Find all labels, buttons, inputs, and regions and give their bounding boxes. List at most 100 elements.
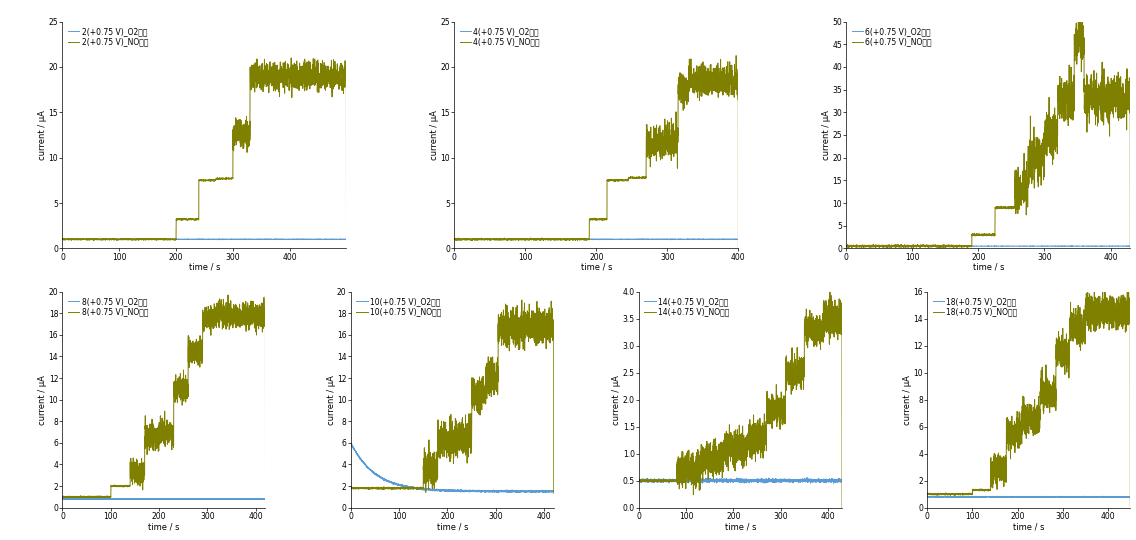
14(+0.75 V)_NO주입 <box>832 306 845 312</box>
18(+0.75 V)_O2주입 <box>999 494 1012 501</box>
14(+0.75 V)_NO주입 <box>835 507 849 513</box>
14(+0.75 V)_NO주입 <box>668 477 682 484</box>
18(+0.75 V)_O2주입 <box>937 493 951 500</box>
14(+0.75 V)_O2주입 <box>655 476 669 483</box>
2(+0.75 V)_NO주입 <box>284 55 298 61</box>
18(+0.75 V)_O2주입 <box>955 494 969 500</box>
8(+0.75 V)_O2주입 <box>233 496 247 502</box>
10(+0.75 V)_O2주입 <box>379 477 393 484</box>
14(+0.75 V)_NO주입 <box>719 461 733 468</box>
6(+0.75 V)_NO주입 <box>1124 246 1136 253</box>
10(+0.75 V)_O2주입 <box>492 490 506 496</box>
2(+0.75 V)_NO주입 <box>165 236 178 242</box>
18(+0.75 V)_NO주입 <box>955 491 969 498</box>
10(+0.75 V)_O2주입 <box>344 441 358 447</box>
10(+0.75 V)_O2주입 <box>367 470 381 477</box>
14(+0.75 V)_NO주입 <box>824 288 837 295</box>
18(+0.75 V)_O2주입 <box>1008 494 1021 500</box>
Line: 2(+0.75 V)_O2주입: 2(+0.75 V)_O2주입 <box>62 239 346 240</box>
8(+0.75 V)_NO주입 <box>222 292 235 298</box>
Y-axis label: current / μA: current / μA <box>326 375 335 424</box>
14(+0.75 V)_O2주입 <box>737 480 751 487</box>
6(+0.75 V)_O2주입 <box>1087 243 1101 249</box>
6(+0.75 V)_O2주입 <box>888 243 902 249</box>
2(+0.75 V)_NO주입 <box>340 244 353 250</box>
6(+0.75 V)_NO주입 <box>840 242 853 249</box>
18(+0.75 V)_NO주입 <box>1008 437 1021 444</box>
Line: 6(+0.75 V)_NO주입: 6(+0.75 V)_NO주입 <box>846 12 1130 249</box>
10(+0.75 V)_O2주입 <box>431 486 444 492</box>
6(+0.75 V)_O2주입 <box>872 243 886 249</box>
18(+0.75 V)_NO주입 <box>999 471 1012 478</box>
Y-axis label: current / μA: current / μA <box>39 375 48 424</box>
6(+0.75 V)_O2주입 <box>840 243 853 249</box>
10(+0.75 V)_O2주입 <box>521 488 535 495</box>
4(+0.75 V)_NO주입 <box>729 52 743 59</box>
Legend: 6(+0.75 V)_O2주입, 6(+0.75 V)_NO주입: 6(+0.75 V)_O2주입, 6(+0.75 V)_NO주입 <box>850 25 934 48</box>
6(+0.75 V)_O2주입 <box>1124 243 1136 249</box>
6(+0.75 V)_O2주입 <box>963 242 977 249</box>
10(+0.75 V)_NO주입 <box>431 453 444 459</box>
Line: 4(+0.75 V)_NO주입: 4(+0.75 V)_NO주입 <box>454 56 738 260</box>
6(+0.75 V)_NO주입 <box>872 244 886 250</box>
10(+0.75 V)_NO주입 <box>546 490 560 496</box>
Line: 18(+0.75 V)_NO주입: 18(+0.75 V)_NO주입 <box>927 287 1130 507</box>
8(+0.75 V)_O2주입 <box>189 496 202 503</box>
Line: 10(+0.75 V)_NO주입: 10(+0.75 V)_NO주입 <box>351 300 553 493</box>
18(+0.75 V)_NO주입 <box>1096 284 1110 290</box>
2(+0.75 V)_NO주입 <box>105 237 118 243</box>
2(+0.75 V)_NO주입 <box>177 216 191 222</box>
Legend: 2(+0.75 V)_O2주입, 2(+0.75 V)_NO주입: 2(+0.75 V)_O2주입, 2(+0.75 V)_NO주입 <box>66 25 150 48</box>
2(+0.75 V)_O2주입 <box>334 236 348 242</box>
8(+0.75 V)_O2주입 <box>78 496 92 502</box>
18(+0.75 V)_O2주입 <box>1097 494 1111 501</box>
8(+0.75 V)_O2주입 <box>134 496 148 502</box>
X-axis label: time / s: time / s <box>725 522 757 531</box>
6(+0.75 V)_NO주입 <box>1072 9 1086 16</box>
X-axis label: time / s: time / s <box>580 263 612 272</box>
6(+0.75 V)_NO주입 <box>949 244 962 250</box>
18(+0.75 V)_O2주입 <box>920 494 934 500</box>
18(+0.75 V)_NO주입 <box>944 490 958 497</box>
8(+0.75 V)_NO주입 <box>78 494 92 501</box>
10(+0.75 V)_O2주입 <box>344 440 358 446</box>
14(+0.75 V)_NO주입 <box>655 478 669 484</box>
4(+0.75 V)_NO주입 <box>481 237 494 243</box>
2(+0.75 V)_O2주입 <box>89 236 102 242</box>
14(+0.75 V)_O2주입 <box>835 476 849 483</box>
4(+0.75 V)_NO주입 <box>569 236 583 242</box>
8(+0.75 V)_NO주입 <box>259 505 273 512</box>
10(+0.75 V)_NO주입 <box>421 475 435 482</box>
X-axis label: time / s: time / s <box>148 522 179 531</box>
Line: 4(+0.75 V)_O2주입: 4(+0.75 V)_O2주입 <box>454 239 738 240</box>
Y-axis label: current / μA: current / μA <box>612 375 621 424</box>
Line: 10(+0.75 V)_O2주입: 10(+0.75 V)_O2주입 <box>351 443 553 493</box>
Line: 8(+0.75 V)_NO주입: 8(+0.75 V)_NO주입 <box>62 295 266 509</box>
6(+0.75 V)_O2주입 <box>1118 243 1131 249</box>
18(+0.75 V)_O2주입 <box>946 494 960 501</box>
14(+0.75 V)_O2주입 <box>710 476 724 482</box>
Legend: 18(+0.75 V)_O2주입, 18(+0.75 V)_NO주입: 18(+0.75 V)_O2주입, 18(+0.75 V)_NO주입 <box>932 295 1019 318</box>
8(+0.75 V)_NO주입 <box>91 494 105 500</box>
10(+0.75 V)_NO주입 <box>344 485 358 492</box>
Line: 8(+0.75 V)_O2주입: 8(+0.75 V)_O2주입 <box>62 498 266 500</box>
14(+0.75 V)_O2주입 <box>668 477 682 483</box>
6(+0.75 V)_NO주입 <box>888 243 902 249</box>
14(+0.75 V)_O2주입 <box>633 478 646 485</box>
8(+0.75 V)_O2주입 <box>142 496 156 502</box>
8(+0.75 V)_O2주입 <box>143 495 157 502</box>
X-axis label: time / s: time / s <box>972 263 1004 272</box>
4(+0.75 V)_NO주입 <box>448 235 461 242</box>
18(+0.75 V)_O2주입 <box>1120 494 1134 500</box>
Y-axis label: current / μA: current / μA <box>39 110 48 160</box>
4(+0.75 V)_O2주입 <box>695 236 709 242</box>
8(+0.75 V)_O2주입 <box>91 496 105 502</box>
Legend: 10(+0.75 V)_O2주입, 10(+0.75 V)_NO주입: 10(+0.75 V)_O2주입, 10(+0.75 V)_NO주입 <box>354 295 443 318</box>
18(+0.75 V)_O2주입 <box>944 494 958 500</box>
14(+0.75 V)_O2주입 <box>832 476 845 483</box>
Legend: 4(+0.75 V)_O2주입, 4(+0.75 V)_NO주입: 4(+0.75 V)_O2주입, 4(+0.75 V)_NO주입 <box>458 25 542 48</box>
Y-axis label: current / μA: current / μA <box>903 375 912 424</box>
10(+0.75 V)_O2주입 <box>421 487 435 493</box>
18(+0.75 V)_NO주입 <box>920 491 934 497</box>
14(+0.75 V)_NO주입 <box>710 466 724 472</box>
